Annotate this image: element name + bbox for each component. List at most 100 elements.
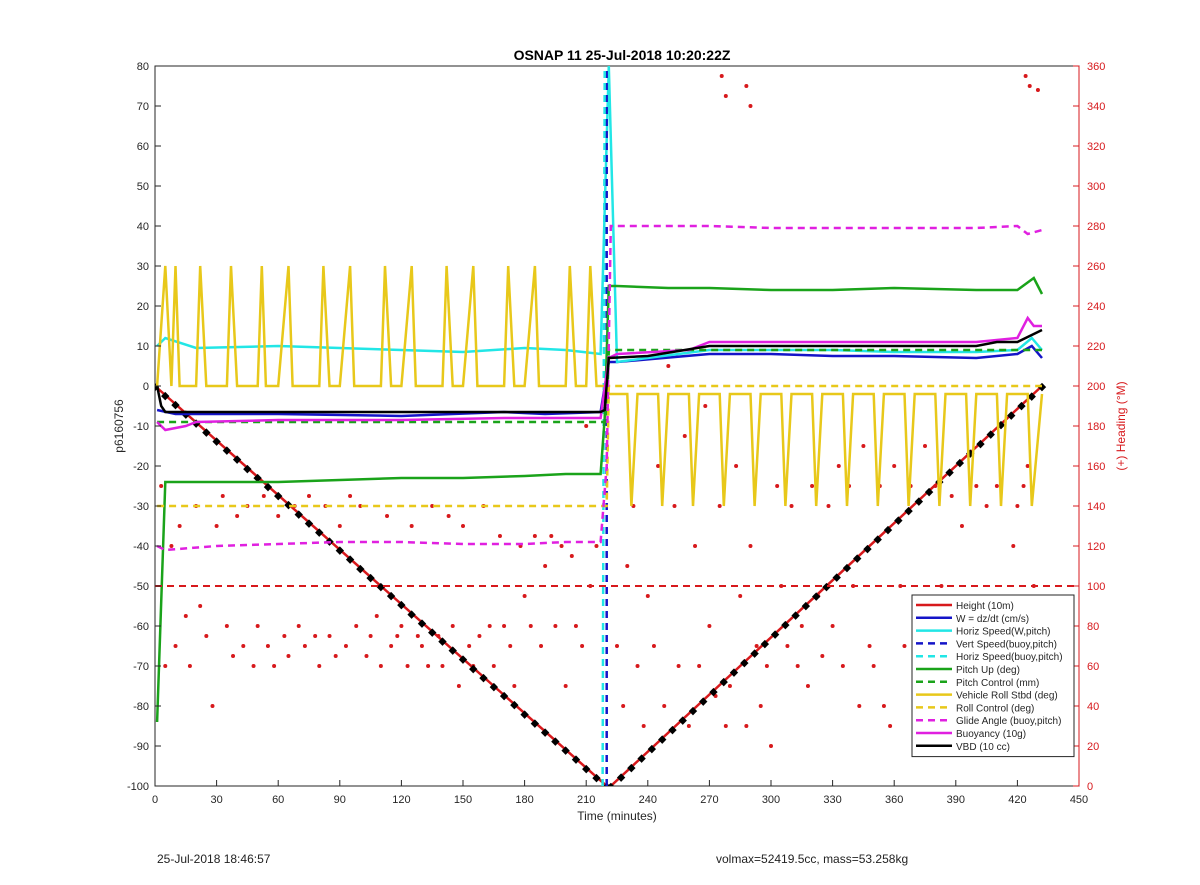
depth-marker: ◆ xyxy=(243,462,252,475)
heading-point xyxy=(399,624,404,628)
y2-tick-label: 240 xyxy=(1087,301,1105,313)
depth-marker: ◆ xyxy=(253,471,262,484)
depth-marker: ◆ xyxy=(607,780,616,793)
legend-entry: Height (10m) xyxy=(956,601,1014,612)
depth-marker: ◆ xyxy=(843,561,852,574)
y-tick-label: -20 xyxy=(133,461,149,473)
depth-marker: ◆ xyxy=(791,609,800,622)
heading-point xyxy=(738,594,743,598)
heading-point xyxy=(713,694,718,698)
legend-entry: Vehicle Roll Stbd (deg) xyxy=(956,691,1058,702)
heading-point xyxy=(204,634,209,638)
heading-point xyxy=(719,74,724,78)
depth-marker: ◆ xyxy=(223,444,232,457)
heading-point xyxy=(183,614,188,618)
y-tick-label: 40 xyxy=(137,221,149,233)
depth-marker: ◆ xyxy=(627,761,636,774)
depth-marker: ◆ xyxy=(592,771,601,784)
y-tick-label: -60 xyxy=(133,621,149,633)
heading-point xyxy=(210,704,215,708)
heading-point xyxy=(744,724,749,728)
heading-point xyxy=(1027,84,1032,88)
heading-point xyxy=(923,444,927,448)
depth-marker: ◆ xyxy=(459,653,468,666)
heading-point xyxy=(758,704,763,708)
y-tick-label: -70 xyxy=(133,661,149,673)
depth-marker: ◆ xyxy=(366,571,375,584)
depth-marker: ◆ xyxy=(750,647,759,660)
heading-point xyxy=(173,644,178,648)
heading-point xyxy=(1015,504,1020,508)
heading-point xyxy=(409,524,414,528)
depth-marker: ◆ xyxy=(689,704,698,717)
heading-point xyxy=(235,514,240,518)
footer-timestamp: 25-Jul-2018 18:46:57 xyxy=(157,852,271,866)
depth-marker: ◆ xyxy=(161,389,170,402)
depth-marker: ◆ xyxy=(490,680,499,693)
heading-point xyxy=(666,364,671,368)
y-tick-label: -30 xyxy=(133,501,149,513)
heading-point xyxy=(487,624,492,628)
y-tick-label: 0 xyxy=(143,381,149,393)
heading-point xyxy=(615,644,619,648)
depth-marker: ◆ xyxy=(551,735,560,748)
heading-point xyxy=(1035,88,1040,92)
depth-marker: ◆ xyxy=(346,553,355,566)
depth-marker: ◆ xyxy=(531,716,540,729)
heading-point xyxy=(374,614,379,618)
depth-marker: ◆ xyxy=(469,662,478,675)
x-tick-label: 420 xyxy=(1008,794,1026,806)
heading-point xyxy=(265,644,270,648)
x-tick-label: 270 xyxy=(700,794,718,806)
depth-marker: ◆ xyxy=(709,685,718,698)
depth-marker: ◆ xyxy=(418,616,427,629)
y2-tick-label: 20 xyxy=(1087,741,1099,753)
series-line-5 xyxy=(155,276,1044,723)
y2-tick-label: 0 xyxy=(1087,781,1093,793)
heading-point xyxy=(769,744,773,748)
heading-point xyxy=(286,654,291,658)
depth-marker: ◆ xyxy=(986,428,995,441)
x-tick-label: 210 xyxy=(577,794,595,806)
heading-point xyxy=(456,684,461,688)
depth-marker: ◆ xyxy=(520,707,529,720)
heading-point xyxy=(255,624,260,628)
footer-vehicle-info: volmax=52419.5cc, mass=53.258kg xyxy=(716,852,909,866)
heading-point xyxy=(389,644,394,648)
y-tick-label: 30 xyxy=(137,261,149,273)
heading-point xyxy=(528,624,533,628)
heading-point xyxy=(333,654,338,658)
heading-point xyxy=(251,664,256,668)
y-tick-label: 70 xyxy=(137,101,149,113)
x-tick-label: 390 xyxy=(947,794,965,806)
heading-point xyxy=(686,724,691,728)
y2-tick-label: 40 xyxy=(1087,701,1099,713)
heading-point xyxy=(405,664,410,668)
depth-marker: ◆ xyxy=(956,456,965,469)
y2-tick-label: 220 xyxy=(1087,341,1105,353)
heading-point xyxy=(276,514,281,518)
depth-marker: ◆ xyxy=(853,551,862,564)
depth-marker: ◆ xyxy=(202,425,211,438)
legend-entry: Pitch Up (deg) xyxy=(956,665,1020,676)
x-tick-label: 120 xyxy=(392,794,410,806)
depth-marker: ◆ xyxy=(997,418,1006,431)
heading-point xyxy=(871,664,876,668)
heading-point xyxy=(764,664,769,668)
y-tick-label: 20 xyxy=(137,301,149,313)
heading-point xyxy=(795,664,800,668)
heading-point xyxy=(491,664,496,668)
heading-point xyxy=(785,644,790,648)
y2-tick-label: 300 xyxy=(1087,181,1105,193)
depth-marker: ◆ xyxy=(894,513,903,526)
depth-marker: ◆ xyxy=(325,535,334,548)
series-line-11 xyxy=(155,328,1043,414)
heading-point xyxy=(440,664,445,668)
depth-marker: ◆ xyxy=(264,480,273,493)
heading-point xyxy=(645,594,650,598)
heading-point xyxy=(723,724,728,728)
heading-point xyxy=(789,504,794,508)
y-tick-label: 50 xyxy=(137,181,149,193)
legend-box xyxy=(911,594,1075,758)
